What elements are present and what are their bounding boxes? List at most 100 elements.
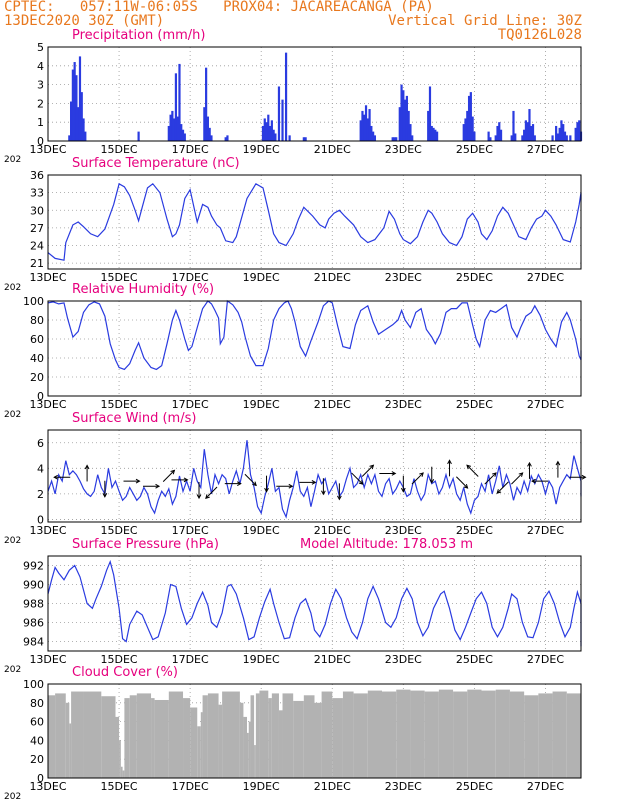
xtick-label: 19DEC: [243, 143, 280, 156]
precip-bar: [563, 131, 567, 141]
xtick-label: 15DEC: [101, 653, 138, 666]
xtick-label: 17DEC: [172, 143, 209, 156]
xtick-label: 19DEC: [243, 780, 280, 793]
precip-bar: [398, 107, 401, 141]
wind-arrow-head: [170, 469, 176, 475]
cloud-cover-bar: [254, 745, 256, 778]
wind-ytick-label: 0: [37, 513, 44, 526]
cloud-cover-bar: [136, 693, 152, 778]
cloud-cover-bar: [207, 693, 219, 778]
precip-bar: [281, 99, 284, 141]
wind-arrow-head: [496, 489, 502, 494]
wind-arrow-head: [135, 478, 141, 484]
cloud-cover-bar: [353, 693, 368, 778]
precip-bar: [391, 137, 394, 141]
precip-bar: [556, 133, 560, 141]
cloud-cover-bar: [396, 689, 411, 778]
cloud-cover-bar: [410, 690, 425, 778]
cloud-cover-bar: [524, 695, 539, 778]
wind-arrow-head: [321, 490, 326, 496]
precip-bar: [462, 124, 465, 141]
precip-bar: [180, 124, 183, 141]
xtick-label: 23DEC: [385, 780, 422, 793]
precip-bar: [402, 90, 405, 141]
wind-arrow-head: [102, 493, 108, 498]
xtick-label: 23DEC: [385, 524, 422, 537]
humidity-ytick-label: 60: [30, 333, 44, 346]
cloud-cover-bar: [122, 770, 125, 778]
wind-panel-frame: [47, 429, 582, 523]
xtick-label: 15DEC: [101, 143, 138, 156]
pressure-ytick-label: 986: [23, 617, 44, 630]
wind-series-line: [47, 440, 582, 519]
precip-bar: [268, 125, 272, 141]
precip-bar: [364, 105, 368, 141]
cloud-cover-bar: [55, 693, 66, 778]
xtick-label: 13DEC: [29, 398, 66, 411]
precip-bar: [489, 137, 492, 141]
precip-bar: [521, 135, 524, 141]
xtick-label: 21DEC: [314, 143, 351, 156]
wind-arrow-head: [337, 495, 342, 501]
cloud-cover-bar: [218, 704, 223, 778]
precip-bar: [203, 107, 206, 141]
wind-arrow: [466, 464, 479, 477]
precip-bar: [395, 137, 398, 141]
precip-bar: [467, 95, 471, 141]
xtick-label: 17DEC: [172, 780, 209, 793]
temp-ytick-label: 33: [30, 187, 44, 200]
wind-arrow-head: [183, 477, 189, 483]
precip-bar: [514, 133, 517, 141]
wind-arrow: [244, 473, 257, 486]
wind-arrow: [484, 472, 497, 485]
precip-ytick-label: 4: [37, 60, 44, 73]
wind-arrow-head: [264, 487, 269, 493]
humidity-panel-title: Relative Humidity (%): [72, 282, 214, 297]
wind-arrow: [456, 476, 468, 489]
cloud-cover-bar: [314, 702, 322, 778]
cloud-cover-bar: [467, 689, 482, 778]
cloud-cover-bar: [438, 689, 454, 778]
cloud-cover-bar: [129, 695, 137, 778]
cloud-cover-bar: [250, 695, 255, 778]
precip-bar: [82, 118, 85, 141]
cloud-ytick-label: 40: [30, 734, 44, 747]
precip-bar: [210, 135, 213, 141]
cloud-cover-bar: [382, 691, 397, 778]
precip-bar: [498, 122, 501, 141]
precip-bar: [558, 127, 561, 141]
precip-bar: [512, 110, 515, 141]
xtick-label: 27DEC: [527, 271, 564, 284]
cloud-cover-bar: [183, 698, 191, 778]
wind-arrow: [411, 472, 424, 485]
wind-arrow-head: [53, 474, 58, 480]
humidity-series-line: [47, 299, 582, 371]
wind-arrow-head: [400, 487, 406, 493]
cloud-cover-bar: [154, 699, 169, 778]
precip-bar: [471, 116, 474, 141]
xtick-label: 19DEC: [243, 271, 280, 284]
wind-arrow-head: [531, 478, 536, 484]
xtick-year-stub: 202: [4, 665, 21, 675]
precip-bar: [173, 118, 176, 141]
xtick-label: 17DEC: [172, 271, 209, 284]
precip-bar: [288, 135, 291, 141]
cloud-ytick-label: 0: [37, 772, 44, 785]
cloud-cover-bar: [239, 702, 244, 778]
precip-bar: [473, 131, 476, 141]
precip-bar: [432, 127, 435, 141]
cloud-cover-bar: [424, 691, 439, 778]
temp-panel-title: Surface Temperature (nC): [72, 156, 240, 171]
precip-bar: [78, 56, 82, 141]
wind-arrow-head: [237, 481, 242, 487]
wind-arrow-head: [369, 464, 375, 470]
xtick-label: 25DEC: [456, 398, 493, 411]
cloud-cover-bar: [190, 707, 198, 778]
precip-bar: [435, 131, 439, 141]
cloud-cover-bar: [120, 766, 123, 778]
xtick-label: 23DEC: [385, 143, 422, 156]
precip-bar: [565, 135, 568, 141]
wind-arrow: [496, 481, 509, 494]
precip-bar: [393, 137, 396, 141]
header-grid-note: Vertical Grid Line: 30Z: [388, 13, 582, 29]
